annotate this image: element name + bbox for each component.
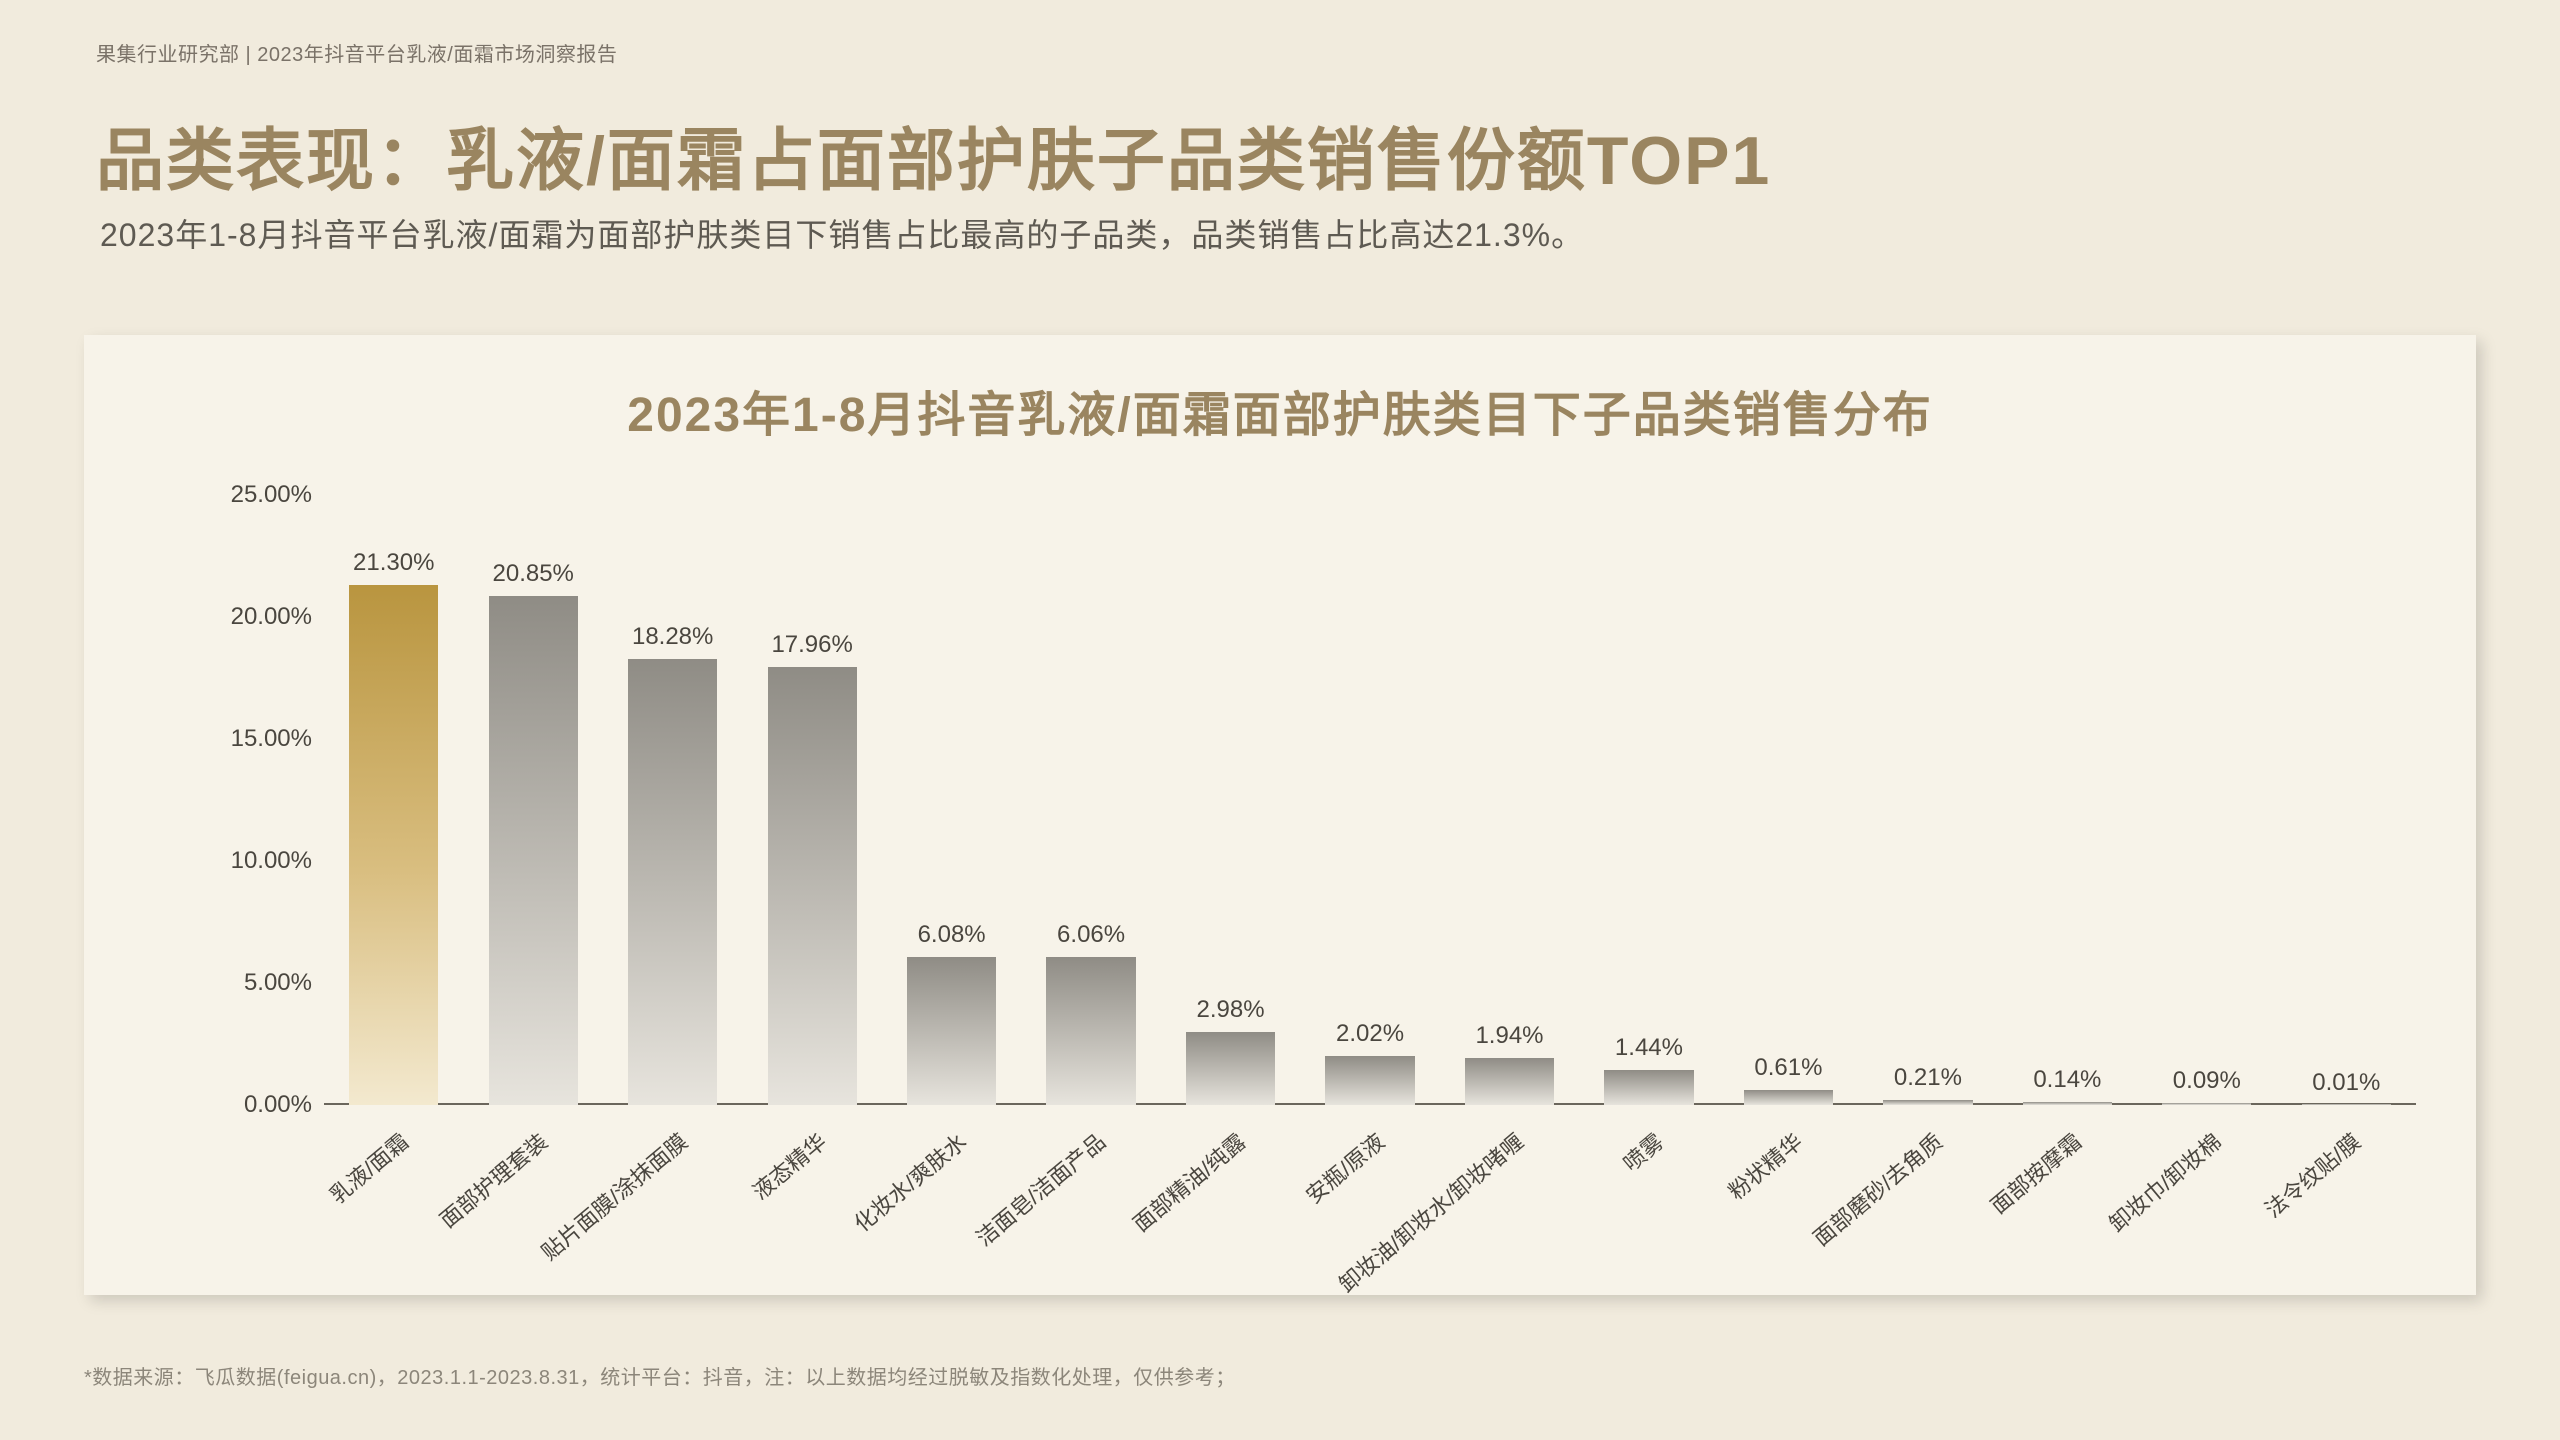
y-tick: 20.00% <box>231 603 312 631</box>
bar-value-label: 2.98% <box>1197 996 1265 1024</box>
bar-value-label: 2.02% <box>1336 1020 1404 1048</box>
bar-value-label: 0.09% <box>2173 1067 2241 1095</box>
bar <box>768 667 857 1105</box>
chart-plot: 0.00%5.00%10.00%15.00%20.00%25.00% 21.30… <box>194 495 2416 1105</box>
bar <box>2302 1104 2391 1105</box>
bar-slot: 0.01% <box>2277 495 2416 1105</box>
bar <box>2023 1102 2112 1105</box>
bar-value-label: 0.61% <box>1754 1054 1822 1082</box>
footnote: *数据来源：飞瓜数据(feigua.cn)，2023.1.1-2023.8.31… <box>84 1361 1236 1390</box>
bar <box>907 957 996 1105</box>
bar-slot: 6.08% <box>882 495 1021 1105</box>
bar-slot: 0.14% <box>1998 495 2137 1105</box>
x-axis-label: 喷雾 <box>1579 1115 1718 1285</box>
x-axis-label: 贴片面膜/涂抹面膜 <box>603 1115 742 1285</box>
bar-slot: 6.06% <box>1021 495 1160 1105</box>
y-tick: 25.00% <box>231 481 312 509</box>
x-axis-label: 卸妆油/卸妆水/卸妆啫喱 <box>1440 1115 1579 1285</box>
x-axis-label: 面部精油/纯露 <box>1161 1115 1300 1285</box>
bar-slot: 2.02% <box>1300 495 1439 1105</box>
bar <box>489 596 578 1105</box>
bar-slot: 20.85% <box>463 495 602 1105</box>
bar-value-label: 0.14% <box>2033 1066 2101 1094</box>
y-axis: 0.00%5.00%10.00%15.00%20.00%25.00% <box>194 495 324 1105</box>
bar <box>1465 1058 1554 1105</box>
bar-value-label: 6.06% <box>1057 921 1125 949</box>
bar-slot: 0.61% <box>1719 495 1858 1105</box>
x-axis-label: 卸妆巾/卸妆棉 <box>2137 1115 2276 1285</box>
bar-slot: 18.28% <box>603 495 742 1105</box>
x-axis-label: 法令纹贴/膜 <box>2277 1115 2416 1285</box>
bars-container: 21.30% 20.85% 18.28% 17.96% 6.08% 6.06% 2.98% 2… <box>324 495 2416 1105</box>
bar <box>1325 1056 1414 1105</box>
chart-card: 2023年1-8月抖音乳液/面霜面部护肤类目下子品类销售分布 0.00% 5.00… <box>84 335 2476 1295</box>
y-tick: 5.00% <box>244 969 312 997</box>
bar-value-label: 1.44% <box>1615 1034 1683 1062</box>
bar-slot: 1.44% <box>1579 495 1718 1105</box>
subtitle: 2023年1-8月抖音平台乳液/面霜为面部护肤类目下销售占比最高的子品类，品类销… <box>100 210 1584 256</box>
bar-value-label: 1.94% <box>1475 1022 1543 1050</box>
y-tick: 0.00% <box>244 1091 312 1119</box>
bar-slot: 21.30% <box>324 495 463 1105</box>
bar-value-label: 0.21% <box>1894 1064 1962 1092</box>
bar <box>628 659 717 1105</box>
bar-value-label: 18.28% <box>632 623 713 651</box>
bar <box>1046 957 1135 1105</box>
main-title: 品类表现：乳液/面霜占面部护肤子品类销售份额TOP1 <box>96 105 1771 204</box>
bar-value-label: 17.96% <box>771 631 852 659</box>
bar <box>1186 1032 1275 1105</box>
header-bar: 果集行业研究部 | 2023年抖音平台乳液/面霜市场洞察报告 <box>96 38 617 67</box>
bar-slot: 1.94% <box>1440 495 1579 1105</box>
bar <box>1883 1100 1972 1105</box>
x-axis-label: 面部磨砂/去角质 <box>1858 1115 1997 1285</box>
bar-highlight <box>349 585 438 1105</box>
bar-slot: 17.96% <box>742 495 881 1105</box>
bar <box>1604 1070 1693 1105</box>
y-tick: 10.00% <box>231 847 312 875</box>
bar-slot: 2.98% <box>1161 495 1300 1105</box>
chart-title: 2023年1-8月抖音乳液/面霜面部护肤类目下子品类销售分布 <box>84 375 2476 445</box>
bar <box>2162 1103 2251 1105</box>
bar <box>1744 1090 1833 1105</box>
bar-value-label: 6.08% <box>918 921 986 949</box>
bar-slot: 0.09% <box>2137 495 2276 1105</box>
bar-slot: 0.21% <box>1858 495 1997 1105</box>
bar-value-label: 0.01% <box>2312 1069 2380 1097</box>
bar-value-label: 21.30% <box>353 549 434 577</box>
plot-area: 21.30% 20.85% 18.28% 17.96% 6.08% 6.06% 2.98% 2… <box>324 495 2416 1105</box>
bar-value-label: 20.85% <box>493 560 574 588</box>
x-axis-labels-inner: 乳液/面霜面部护理套装贴片面膜/涂抹面膜液态精华化妆水/爽肤水洁面皂/洁面产品面… <box>324 1115 2416 1285</box>
x-axis-labels: 乳液/面霜面部护理套装贴片面膜/涂抹面膜液态精华化妆水/爽肤水洁面皂/洁面产品面… <box>324 1115 2416 1285</box>
y-tick: 15.00% <box>231 725 312 753</box>
